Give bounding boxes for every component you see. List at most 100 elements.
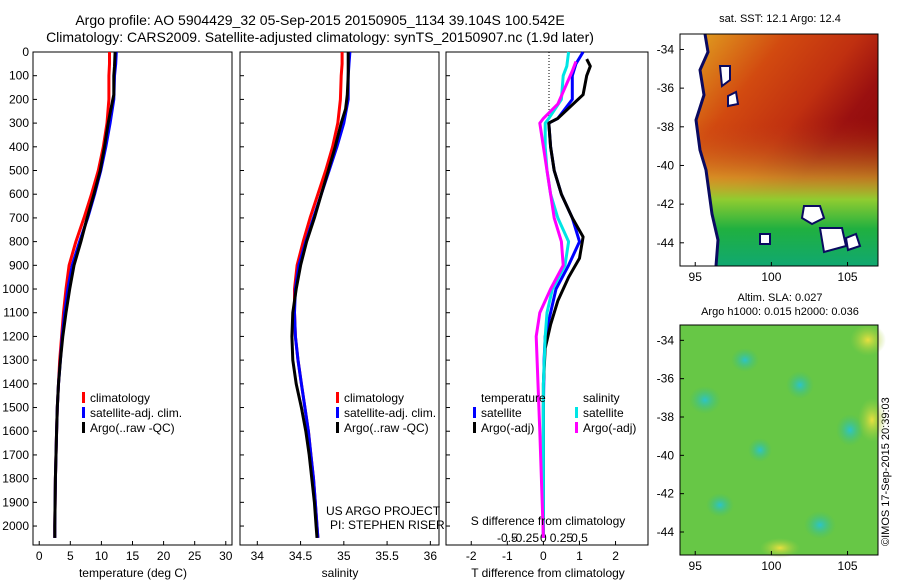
s-tick-label: -0.5 [497,531,518,545]
sla-low-3 [786,371,814,399]
depth-tick-label: 900 [9,258,29,272]
temperature-x-label: temperature (deg C) [79,566,187,580]
sla-map-frame [679,324,879,556]
x-tick-label: -2 [466,549,477,563]
map-x-tick-label: 105 [838,559,858,573]
legend-label-argo: Argo(..raw -QC) [90,421,175,435]
x-tick-label: 34.5 [289,549,313,563]
sla-map-axes: 95 100 105 -34 -36 -38 -40 -42 -44 [657,333,858,573]
legend-label-argo: Argo(..raw -QC) [344,421,429,435]
x-tick-label: 35.5 [375,549,399,563]
sst-map-axes: 95 100 105 -34 -36 -38 -40 -42 -44 [657,42,858,284]
depth-tick-label: 1300 [2,353,29,367]
depth-tick-label: 800 [9,235,29,249]
project-label: US ARGO PROJECT [326,504,441,518]
sla-high-1 [850,324,886,356]
temperature-legend: climatology satellite-adj. clim. Argo(..… [82,391,182,435]
legend-label-climatology: climatology [90,391,150,405]
plot-title-line2: Climatology: CARS2009. Satellite-adjuste… [46,29,594,45]
legend-swatch-s-argo [575,422,578,433]
depth-tick-label: 600 [9,187,29,201]
map-x-tick-label: 95 [689,559,703,573]
s-tick-label: 0.5 [571,531,588,545]
map-y-tick-label: -34 [657,333,675,347]
sla-high-2 [858,398,886,442]
sla-low-5 [748,438,772,462]
s-tick-label: -0.25 [512,531,540,545]
map-y-tick-label: -44 [657,236,675,250]
legend-swatch-s-satellite [575,407,578,418]
x-tick-label: 30 [219,549,233,563]
t-difference-x-axis: -2 -1 0 1 2 [466,541,619,563]
depth-tick-label: 1400 [2,377,29,391]
legend-label-satellite: satellite-adj. clim. [344,406,436,420]
depth-tick-label: 1100 [3,306,29,320]
sst-coast-edge [694,33,720,267]
legend-swatch-argo [82,422,85,433]
sla-low-6 [804,511,836,539]
legend-label-satellite: satellite-adj. clim. [90,406,182,420]
depth-tick-label: 1700 [2,448,29,462]
depth-tick-label: 0 [22,45,29,59]
sla-map: 95 100 105 -34 -36 -38 -40 -42 -44 [657,324,886,573]
series-line-argo-raw-qc- [290,52,350,539]
legend-swatch-satellite [336,407,339,418]
map-y-tick-label: -36 [657,372,675,386]
depth-tick-label: 400 [9,140,29,154]
depth-tick-label: 700 [9,211,29,225]
depth-tick-label: 1000 [2,282,29,296]
legend-swatch-argo [336,422,339,433]
s-tick-label: 0 [540,531,547,545]
legend-title-salinity: salinity [583,391,620,405]
plot-title-line1: Argo profile: AO 5904429_32 05-Sep-2015 … [75,12,565,28]
sla-low-2 [731,348,759,372]
salinity-x-label: salinity [322,566,359,580]
depth-tick-label: 100 [9,69,29,83]
salinity-x-axis: 34 34.5 35 35.5 36 [251,541,438,563]
temperature-axes-frame [32,51,233,546]
x-tick-label: 35 [337,549,351,563]
sst-map-title: sat. SST: 12.1 Argo: 12.4 [719,13,841,25]
legend-swatch-t-satellite [473,407,476,418]
sla-low-4 [836,414,864,446]
sst-map: 95 100 105 -34 -36 -38 -40 -42 -44 [657,33,879,284]
x-tick-label: 2 [612,549,619,563]
difference-lines [446,51,592,538]
map-x-tick-label: 105 [838,270,858,284]
depth-tick-label: 200 [9,92,29,106]
temperature-panel: 0100200300400500600700800900100011001200… [2,45,232,580]
depth-tick-label: 2000 [2,519,29,533]
legend-swatch-climatology [82,392,85,403]
x-tick-label: 20 [157,549,171,563]
map-y-tick-label: -36 [657,81,675,95]
t-difference-x-label: T difference from climatology [471,566,625,580]
salinity-lines [240,51,352,539]
legend-label-t-satellite: satellite [481,406,522,420]
x-tick-label: 10 [95,549,109,563]
difference-panel: -2 -1 0 1 2 -0.5-0.25 0 0.250.5 T difference f… [445,51,649,580]
temperature-lines [53,51,118,538]
s-difference-x-label: S difference from climatology [471,514,626,528]
x-tick-label: 36 [424,549,438,563]
pi-label: PI: STEPHEN RISER [330,518,445,532]
map-x-tick-label: 100 [761,270,781,284]
map-y-tick-label: -42 [657,197,675,211]
s-difference-x-axis: -0.5-0.25 0 0.250.5 [497,531,588,545]
depth-tick-label: 1800 [2,472,29,486]
sla-low-7 [706,493,734,517]
legend-label-s-argo: Argo(-adj) [583,421,636,435]
legend-label-climatology: climatology [344,391,404,405]
legend-label-s-satellite: satellite [583,406,624,420]
legend-label-t-argo: Argo(-adj) [481,421,534,435]
map-x-tick-label: 100 [761,559,781,573]
legend-swatch-satellite [82,407,85,418]
sla-map-title-2: Argo h1000: 0.015 h2000: 0.036 [701,306,859,318]
map-y-tick-label: -42 [657,487,675,501]
map-y-tick-label: -38 [657,120,675,134]
map-y-tick-label: -44 [657,525,675,539]
x-tick-label: -1 [502,549,513,563]
legend-swatch-climatology [336,392,339,403]
depth-axis: 0 100 200 300 400 500 600 700 800 900 1000 1100 1200… [2,45,37,533]
legend-title-temperature: temperature [481,391,546,405]
